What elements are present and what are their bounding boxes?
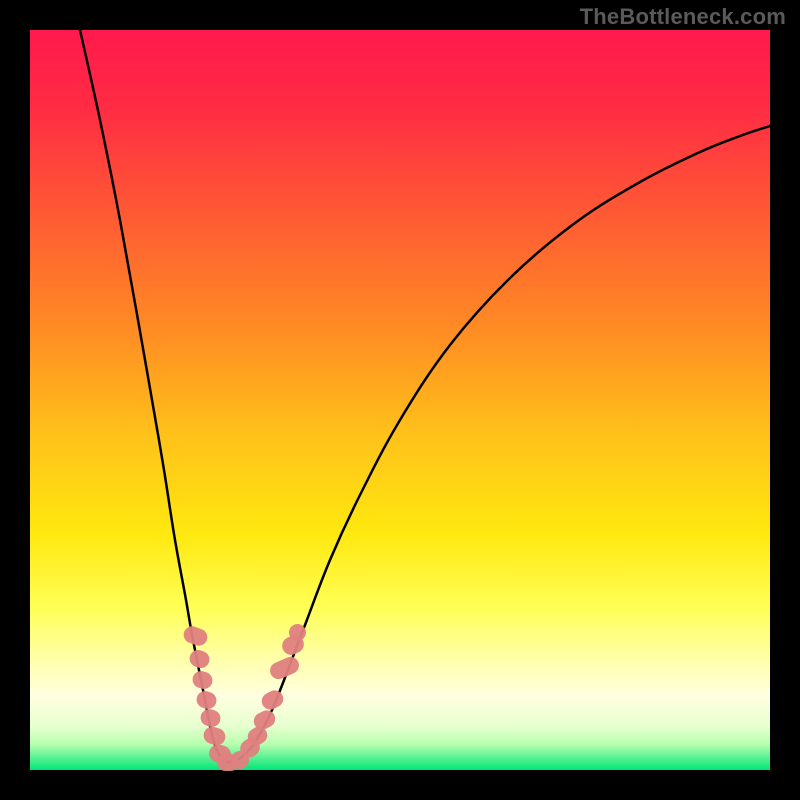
gradient-background xyxy=(30,30,770,770)
frame-right xyxy=(770,0,800,800)
figure-root: TheBottleneck.com xyxy=(0,0,800,800)
frame-bottom xyxy=(0,770,800,800)
frame-top xyxy=(0,0,800,30)
frame-left xyxy=(0,0,30,800)
plot-area xyxy=(30,30,770,770)
plot-svg xyxy=(30,30,770,770)
